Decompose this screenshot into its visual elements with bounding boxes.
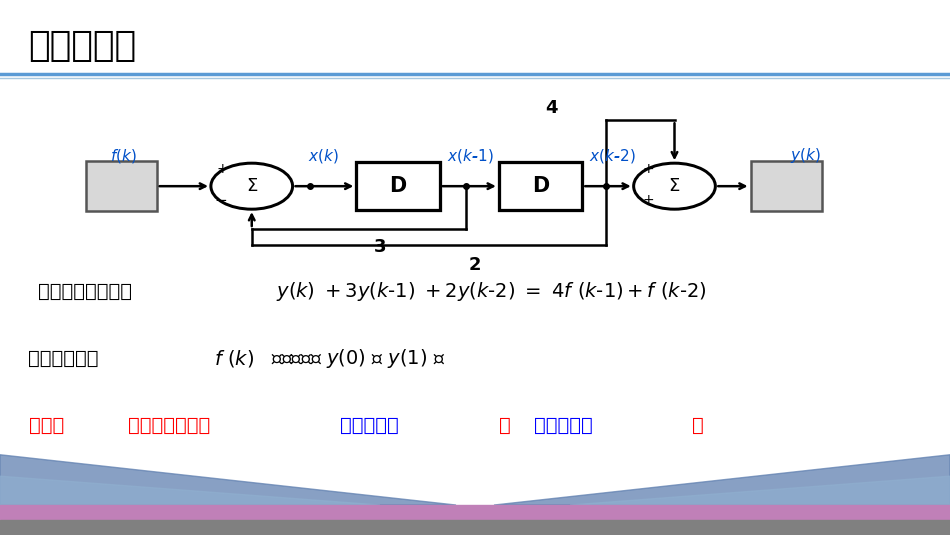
Polygon shape [0, 476, 380, 505]
Text: 零状态响应: 零状态响应 [534, 416, 593, 435]
Text: 求解常微分方程：: 求解常微分方程： [38, 282, 132, 301]
Text: +: + [642, 193, 654, 207]
FancyBboxPatch shape [499, 162, 582, 210]
Text: +: + [642, 162, 654, 175]
Text: 2: 2 [468, 256, 482, 274]
Text: ？: ？ [692, 416, 703, 435]
Text: $\Sigma$: $\Sigma$ [246, 177, 257, 195]
Text: $x(k$-$1)$: $x(k$-$1)$ [446, 147, 494, 165]
Circle shape [211, 163, 293, 209]
Text: D: D [532, 175, 549, 196]
Bar [0, 505, 950, 520]
FancyBboxPatch shape [356, 162, 440, 210]
Text: $x(k)$: $x(k)$ [308, 147, 338, 165]
Text: 复习回顾：: 复习回顾： [28, 29, 137, 64]
Text: 4: 4 [544, 98, 558, 117]
Text: 3: 3 [373, 238, 387, 256]
Text: D: D [390, 175, 407, 196]
Polygon shape [0, 455, 456, 505]
Text: +: + [217, 162, 228, 175]
FancyBboxPatch shape [750, 160, 822, 211]
Polygon shape [570, 476, 950, 505]
Text: $\Sigma$: $\Sigma$ [669, 177, 680, 195]
Text: 和初始条件 $y$(0) 、 $y$(1) 。: 和初始条件 $y$(0) 、 $y$(1) 。 [271, 347, 445, 370]
Text: 如何求解系统的: 如何求解系统的 [128, 416, 211, 435]
Text: 零输入响应: 零输入响应 [340, 416, 399, 435]
Text: $y(k)$: $y(k)$ [790, 146, 821, 165]
Text: 和: 和 [499, 416, 510, 435]
Circle shape [634, 163, 715, 209]
Text: 需要已知激励: 需要已知激励 [28, 349, 111, 368]
Text: 问题：: 问题： [28, 416, 64, 435]
FancyBboxPatch shape [86, 160, 157, 211]
Bar [0, 520, 950, 535]
Text: $f\ (k)$: $f\ (k)$ [214, 348, 254, 369]
Polygon shape [494, 455, 950, 505]
Text: −: − [214, 193, 227, 208]
Text: $x(k$-$2)$: $x(k$-$2)$ [589, 147, 636, 165]
Text: $y(k)\ +3y(k$-$1)\ +2y(k$-$2)\ =\ 4f\ (k$-$1)+f\ (k$-$2)$: $y(k)\ +3y(k$-$1)\ +2y(k$-$2)\ =\ 4f\ (k… [276, 280, 706, 303]
Text: $f(k)$: $f(k)$ [110, 147, 137, 165]
